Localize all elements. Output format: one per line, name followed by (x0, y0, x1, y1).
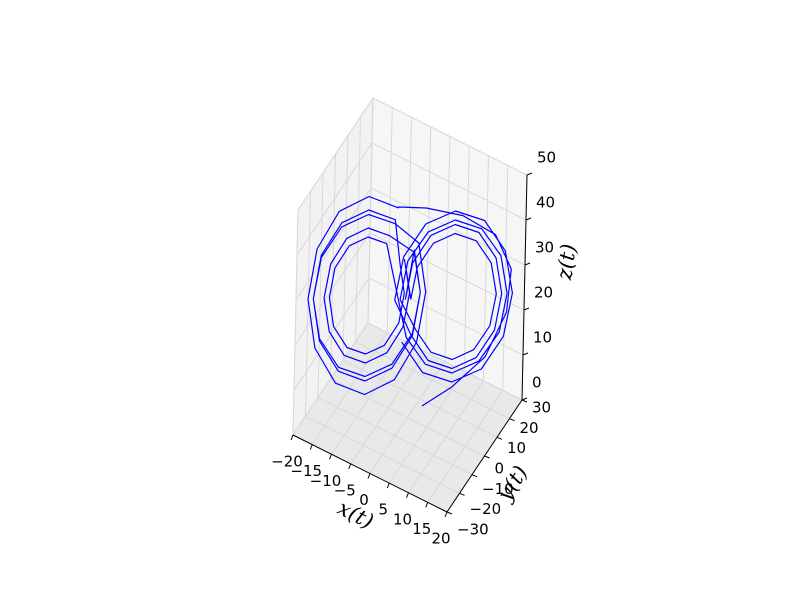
grid-line (371, 142, 527, 221)
grid-line (463, 146, 470, 372)
marks (307, 195, 513, 407)
x-tick-label: 0 (359, 491, 369, 509)
grid-line (297, 97, 374, 211)
y-tick-label: −20 (470, 500, 502, 518)
z-tick-label: 30 (535, 239, 554, 257)
grid-line (367, 322, 523, 401)
y-tick-label: −30 (457, 521, 489, 539)
y-tick (459, 492, 465, 496)
grid-line (483, 155, 489, 381)
grid-line (370, 187, 526, 266)
y-tick (509, 418, 515, 422)
z-tick (521, 397, 528, 401)
x-tick-label: 15 (412, 520, 431, 538)
grid-line (305, 415, 460, 494)
y-tick (484, 455, 490, 459)
y-tick-label: 30 (532, 399, 551, 417)
grid-line (293, 277, 370, 391)
grid-line (342, 135, 349, 361)
grid-line (317, 172, 324, 398)
grid-line (330, 153, 336, 380)
y-tick-label: 10 (507, 439, 526, 457)
z-tick-label: 20 (534, 284, 553, 302)
axis-line (521, 174, 528, 401)
x-tick-label: −15 (290, 462, 322, 480)
x-tick (348, 463, 352, 470)
grid-line (369, 232, 525, 311)
grid-line (368, 277, 524, 356)
x-tick (386, 482, 390, 489)
grid-line (444, 136, 451, 362)
grid-line (355, 116, 361, 342)
grid-line (296, 142, 373, 256)
grid-line (292, 322, 369, 436)
y-tick-label: 20 (520, 419, 539, 437)
y-tick-label: 0 (495, 460, 505, 478)
x-tick (406, 492, 409, 498)
y-tick (446, 511, 453, 515)
z-tick-label: 40 (536, 194, 555, 212)
x-tick-label: −20 (271, 453, 303, 471)
grid-line (305, 191, 311, 417)
panes (292, 96, 528, 513)
x-tick-label: 5 (378, 501, 388, 519)
x-tick (309, 444, 313, 450)
z-tick-label: 50 (537, 149, 556, 167)
z-tick (523, 307, 530, 311)
z-tick (522, 352, 529, 356)
z-tick-label: 0 (532, 374, 542, 392)
x-tick-label: −10 (310, 472, 342, 490)
grid-line (294, 232, 371, 346)
y-tick (521, 399, 528, 403)
z-tick-label: 10 (533, 329, 552, 347)
x-tick (329, 454, 332, 460)
z-tick (525, 217, 532, 221)
x-tick (290, 434, 294, 441)
trajectory (307, 195, 513, 407)
x-tick-label: 20 (431, 530, 450, 548)
grid-line (342, 359, 498, 438)
grid-line (372, 97, 528, 176)
grid-line (295, 187, 372, 301)
x-tick (425, 502, 429, 508)
x-axis-label: x(t) (334, 496, 378, 534)
z-tick (524, 262, 531, 266)
y-tick (496, 436, 503, 440)
z-tick (526, 172, 533, 176)
grid-line (317, 397, 473, 476)
grid-line (386, 107, 393, 333)
grid-line (355, 341, 510, 420)
y-tick-label: −10 (482, 480, 514, 498)
z-axis-label: z(t) (552, 242, 581, 282)
x-tick-label: 10 (393, 510, 412, 528)
x-tick-label: −5 (334, 481, 356, 499)
grid-line (292, 209, 299, 436)
grid-line (502, 165, 509, 391)
x-tick (444, 511, 448, 518)
x-tick (367, 473, 371, 479)
y-tick (471, 474, 478, 478)
